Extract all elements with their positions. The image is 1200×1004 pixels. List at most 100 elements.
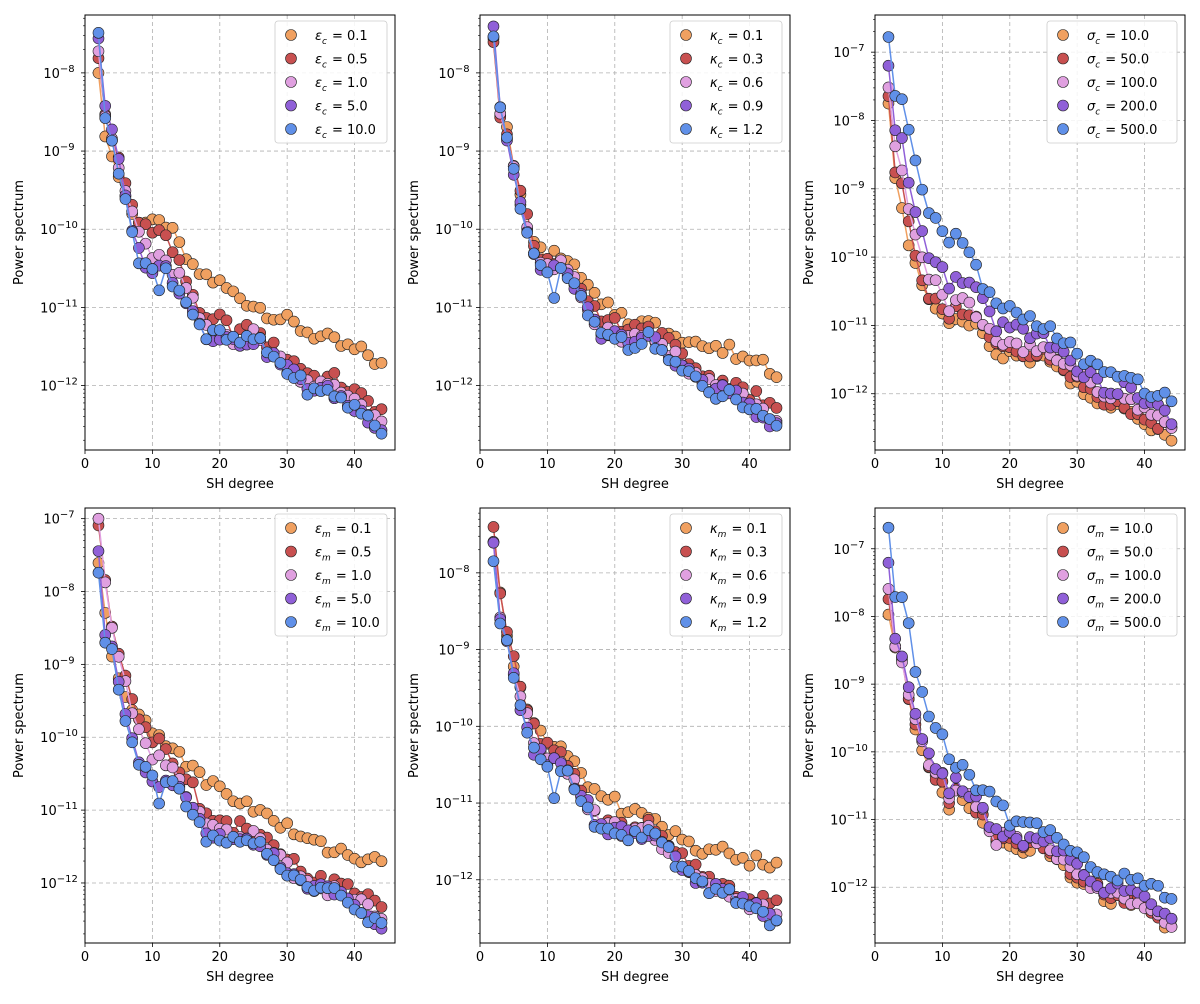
data-point: [501, 634, 513, 647]
data-point: [92, 512, 105, 525]
data-point: [166, 761, 179, 774]
data-point: [375, 901, 388, 913]
data-point: [983, 286, 996, 299]
legend-item: σc = 500.0: [1057, 123, 1157, 141]
legend: εm = 0.1 εm = 0.5 εm = 1.0 εm = 5.0 εm = 10.0: [274, 513, 388, 637]
legend-marker: [680, 29, 692, 41]
legend-item: κc = 0.3: [680, 52, 763, 71]
data-point: [166, 222, 179, 234]
data-point: [528, 741, 540, 754]
x-tick-label: 10: [539, 950, 556, 965]
x-axis-label: SH degree: [206, 970, 274, 985]
data-point: [977, 802, 989, 814]
legend-item: κm = 0.9: [680, 593, 767, 611]
data-point: [716, 347, 729, 359]
data-point: [173, 267, 186, 279]
legend-label: σm = 100.0: [1087, 569, 1161, 587]
legend-box: [1046, 513, 1178, 637]
data-point: [1165, 395, 1178, 408]
y-tick-label: 10−8: [43, 583, 74, 601]
legend-marker: [1057, 99, 1069, 112]
legend-label: σc = 50.0: [1087, 53, 1149, 71]
data-point: [923, 747, 935, 760]
legend: κm = 0.1 κm = 0.3 κm = 0.6 κm = 0.9 κm = 1.2: [669, 513, 783, 637]
x-axis-label: SH degree: [206, 477, 274, 492]
legend-label: κm = 1.2: [710, 616, 767, 634]
data-point: [929, 212, 942, 224]
legend-label: εc = 0.1: [315, 29, 368, 47]
data-point: [106, 643, 118, 655]
data-point: [234, 815, 246, 827]
data-point: [1010, 337, 1023, 350]
legend-marker: [1057, 29, 1069, 41]
legend-marker: [680, 569, 692, 581]
data-point: [770, 402, 783, 414]
chart-panel-4: 0 10 20 30 40 10−12 10−11 10−10 10−9 10−8 10−7 SH d…: [12, 507, 396, 985]
data-point: [288, 315, 300, 328]
legend-item: κm = 0.1: [680, 522, 767, 540]
data-point: [575, 290, 587, 302]
data-point: [193, 318, 206, 331]
x-tick-label: 30: [1069, 457, 1086, 472]
legend-marker: [680, 76, 692, 88]
data-point: [1111, 388, 1124, 400]
data-point: [743, 859, 756, 872]
y-axis-label: Power spectrum: [12, 673, 27, 778]
x-tick-label: 40: [346, 457, 363, 472]
y-tick-label: 10−7: [833, 540, 864, 558]
data-point: [561, 764, 574, 777]
data-point: [956, 237, 969, 249]
data-point: [970, 311, 982, 324]
data-point: [943, 282, 955, 295]
data-point: [1132, 872, 1144, 885]
data-point: [1158, 404, 1171, 417]
data-point: [254, 836, 267, 848]
y-tick-label: 10−12: [435, 377, 473, 395]
data-point: [882, 521, 895, 534]
data-point: [139, 761, 152, 773]
data-point: [963, 246, 976, 259]
legend-label: κc = 0.6: [710, 76, 763, 94]
data-point: [534, 259, 547, 271]
data-point: [896, 650, 908, 663]
data-point: [723, 384, 736, 396]
data-point: [355, 907, 368, 919]
chart-panel-6: 0 10 20 30 40 10−12 10−11 10−10 10−9 10−8 10−7 SH d…: [802, 507, 1186, 985]
data-point: [1010, 832, 1023, 845]
legend-marker: [285, 52, 297, 65]
data-point: [119, 715, 132, 727]
chart-panel-2: 0 10 20 30 40 10−12 10−11 10−10 10−9 10−8 SH degre…: [407, 14, 791, 492]
legend-item: σm = 200.0: [1057, 593, 1161, 611]
data-point: [1030, 817, 1043, 829]
x-tick-label: 40: [1136, 950, 1153, 965]
data-point: [328, 367, 341, 379]
data-point: [1165, 912, 1178, 925]
data-point: [153, 284, 165, 297]
data-point: [328, 331, 341, 343]
data-point: [737, 852, 749, 864]
y-tick-label: 10−9: [833, 675, 864, 693]
y-axis-label: Power spectrum: [407, 673, 422, 778]
x-tick-label: 20: [212, 457, 229, 472]
data-point: [92, 566, 105, 579]
data-point: [261, 807, 273, 820]
data-point: [889, 140, 902, 153]
legend-marker: [285, 123, 297, 135]
data-point: [521, 226, 533, 239]
data-point: [294, 873, 307, 886]
legend-marker: [285, 522, 297, 534]
data-point: [315, 835, 327, 847]
data-point: [375, 427, 388, 440]
legend-label: σm = 500.0: [1087, 616, 1161, 634]
legend: κc = 0.1 κc = 0.3 κc = 0.6 κc = 0.9 κc = 1.2: [669, 20, 783, 144]
data-point: [146, 769, 159, 782]
legend-label: κc = 0.3: [710, 53, 763, 71]
legend-marker: [680, 52, 692, 65]
data-point: [267, 814, 280, 827]
data-point: [983, 305, 996, 318]
data-point: [1017, 346, 1030, 358]
data-point: [362, 898, 374, 910]
x-tick-label: 40: [346, 950, 363, 965]
axes-frame: [874, 507, 1186, 944]
data-point: [602, 296, 614, 309]
